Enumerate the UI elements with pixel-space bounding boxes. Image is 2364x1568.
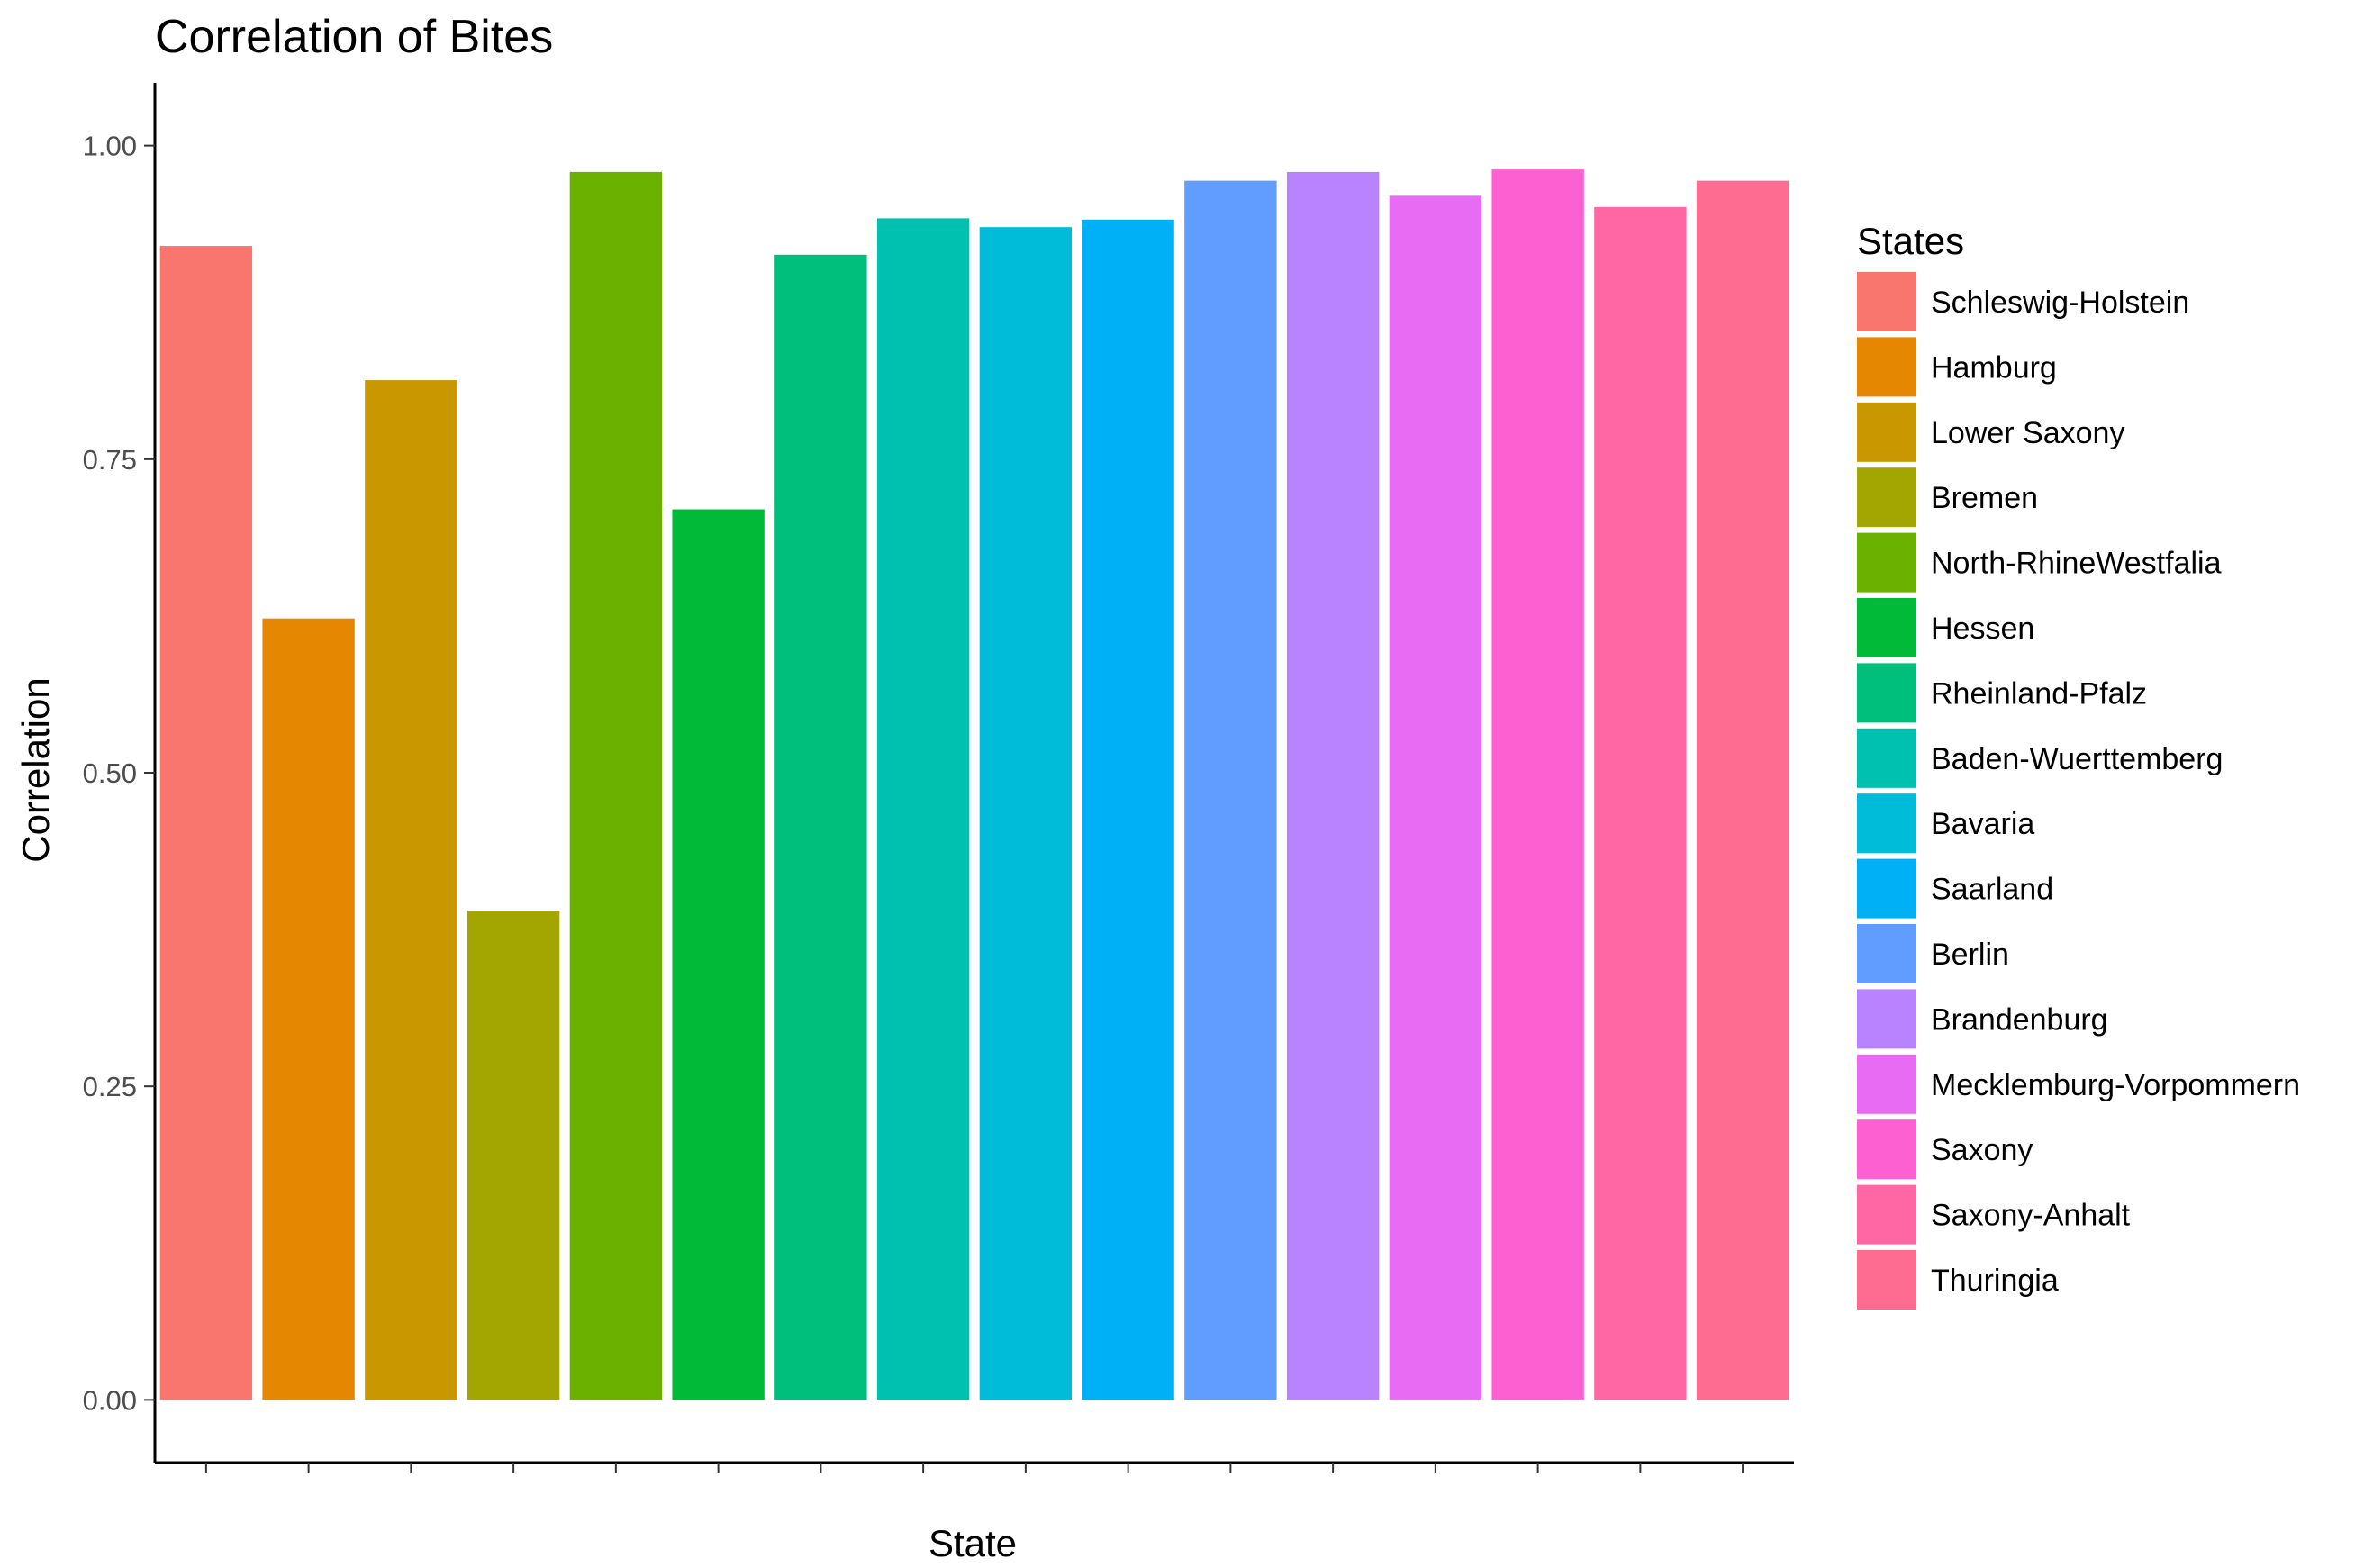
bar-8 — [876, 218, 970, 1400]
legend-key-2 — [1857, 337, 1916, 397]
bar-13 — [1389, 195, 1482, 1400]
legend-label-12: Brandenburg — [1931, 1002, 2108, 1037]
legend-key-6 — [1857, 598, 1916, 657]
legend-title: States — [1857, 220, 1964, 262]
bar-5 — [569, 171, 663, 1400]
legend-key-16 — [1857, 1250, 1916, 1310]
legend-label-10: Saarland — [1931, 873, 2053, 907]
legend-key-5 — [1857, 532, 1916, 593]
legend-key-10 — [1857, 858, 1916, 919]
y-tick-label: 0.00 — [83, 1384, 137, 1416]
y-tick-label: 0.25 — [83, 1071, 137, 1102]
legend-key-12 — [1857, 989, 1916, 1049]
bar-6 — [672, 509, 765, 1400]
bar-2 — [262, 618, 355, 1400]
bar-1 — [159, 246, 253, 1400]
legend-label-8: Baden-Wuerttemberg — [1931, 742, 2223, 776]
y-tick-label: 0.50 — [83, 757, 137, 789]
bar-3 — [365, 380, 457, 1400]
legend-label-7: Rheinland-Pfalz — [1931, 676, 2147, 711]
bar-7 — [774, 254, 867, 1400]
legend: Schleswig-Holstein Hamburg Lower Saxony Bre… — [1857, 272, 2300, 1310]
y-tick-label: 1.00 — [83, 131, 137, 162]
bar-15 — [1594, 206, 1687, 1400]
legend-label-15: Saxony-Anhalt — [1931, 1199, 2131, 1233]
legend-key-1 — [1857, 272, 1916, 331]
bar-10 — [1082, 219, 1174, 1400]
legend-label-1: Schleswig-Holstein — [1931, 286, 2189, 320]
y-axis-title: Correlation — [14, 677, 57, 862]
y-tick-label: 0.75 — [83, 444, 137, 476]
x-axis-title: State — [928, 1522, 1017, 1564]
legend-label-3: Lower Saxony — [1931, 416, 2124, 450]
legend-label-11: Berlin — [1931, 938, 2009, 972]
legend-key-3 — [1857, 402, 1916, 462]
chart-title: Correlation of Bites — [155, 11, 553, 63]
bar-14 — [1491, 169, 1584, 1400]
legend-key-15 — [1857, 1184, 1916, 1245]
legend-label-2: Hamburg — [1931, 350, 2057, 385]
legend-label-14: Saxony — [1931, 1133, 2033, 1167]
legend-label-5: North-RhineWestfalia — [1931, 547, 2222, 581]
bar-4 — [466, 911, 560, 1400]
legend-key-8 — [1857, 728, 1916, 788]
legend-key-4 — [1857, 467, 1916, 528]
legend-key-7 — [1857, 663, 1916, 723]
legend-key-9 — [1857, 793, 1916, 854]
bar-16 — [1696, 180, 1789, 1400]
bar-11 — [1184, 180, 1277, 1400]
legend-label-6: Hessen — [1931, 612, 2034, 646]
legend-key-11 — [1857, 924, 1916, 983]
legend-label-16: Thuringia — [1931, 1264, 2059, 1298]
legend-key-14 — [1857, 1119, 1916, 1180]
bar-9 — [979, 227, 1073, 1400]
legend-key-13 — [1857, 1054, 1916, 1114]
plot-area: 0.00 0.25 0.50 0.75 1.00 — [83, 83, 1794, 1473]
bar-12 — [1286, 171, 1380, 1400]
legend-label-4: Bremen — [1931, 481, 2038, 515]
legend-label-13: Mecklemburg-Vorpommern — [1931, 1068, 2300, 1102]
legend-label-9: Bavaria — [1931, 807, 2034, 841]
